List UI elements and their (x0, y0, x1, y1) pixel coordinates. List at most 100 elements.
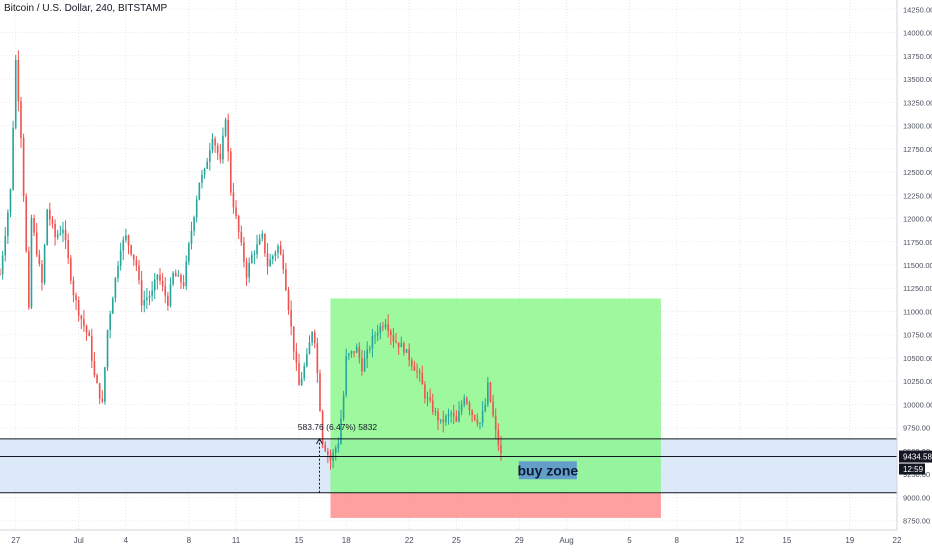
candle-body (101, 398, 104, 402)
candle-body (67, 240, 70, 259)
time-tick-label: 4 (124, 536, 129, 545)
candle-body (62, 229, 64, 234)
candle-body (229, 151, 232, 193)
candle-body (371, 335, 374, 349)
candle-body (243, 242, 245, 262)
candle-body (104, 367, 106, 402)
candle-body (405, 349, 408, 353)
candle-body (481, 410, 484, 423)
candle-body (266, 253, 269, 267)
candle-body (497, 429, 500, 446)
candle-body (445, 416, 447, 423)
candle-body (379, 326, 382, 333)
price-tick-label: 11750.00 (903, 238, 932, 247)
candle-body (439, 419, 442, 421)
candle-body (387, 324, 389, 332)
price-tick-label: 12500.00 (903, 168, 932, 177)
candle-body (117, 265, 119, 278)
candle-body (484, 404, 487, 411)
candle-body (135, 259, 138, 266)
candle-body (285, 269, 287, 291)
candle-body (250, 254, 253, 263)
candle-body (311, 332, 313, 343)
candle-body (25, 196, 28, 252)
time-axis: 27 Jul 4 8 11 15 18 22 25 29 Aug 5 8 12 15 19 22 (0, 529, 932, 550)
candle-body (408, 349, 410, 361)
candle-body (195, 199, 198, 218)
countdown-tag (899, 463, 925, 475)
price-tick-label: 12750.00 (903, 145, 932, 154)
price-tick-label: 10750.00 (903, 331, 932, 340)
time-axis-bg (0, 530, 932, 550)
candle-body (17, 59, 20, 102)
candle-body (56, 234, 59, 238)
time-tick-label: 15 (782, 536, 791, 545)
candle-body (397, 342, 400, 348)
candle-body (198, 182, 201, 200)
candle-body (156, 274, 159, 280)
stop-box (330, 492, 661, 518)
candle-body (182, 282, 185, 286)
candle-body (376, 332, 379, 336)
candle-body (248, 262, 250, 278)
candle-body (235, 207, 237, 217)
candle-body (85, 325, 88, 333)
candle-body (54, 223, 56, 238)
candle-body (140, 280, 143, 306)
candle-body (159, 274, 161, 281)
time-tick-label: 5 (627, 536, 632, 545)
candle-body (122, 239, 125, 251)
candle-body (98, 383, 101, 399)
price-tick-label: 9000.00 (903, 493, 930, 502)
candle-body (201, 174, 203, 183)
candle-body (471, 410, 473, 416)
candle-body (321, 411, 324, 445)
candle-body (49, 209, 51, 220)
candle-body (476, 419, 479, 424)
candle-body (494, 415, 497, 430)
candle-body (290, 310, 292, 327)
candle-body (111, 298, 114, 314)
candle-body (392, 335, 395, 342)
candle-body (253, 254, 256, 256)
candle-body (222, 135, 224, 160)
candle-body (410, 360, 413, 366)
candle-body (232, 192, 235, 208)
candle-body (119, 250, 122, 266)
buy-zone-label: buy zone (518, 462, 579, 478)
candle-body (463, 398, 466, 405)
candle-body (80, 315, 83, 319)
candle-body (473, 415, 476, 420)
candle-body (7, 212, 9, 236)
candle-body (151, 290, 153, 296)
candle-body (431, 400, 434, 412)
price-tick-label: 9750.00 (903, 424, 930, 433)
candle-body (413, 365, 416, 371)
time-tick-label: 8 (674, 536, 679, 545)
candle-body (188, 243, 190, 262)
candle-body (277, 245, 279, 253)
time-tick-label: Aug (559, 536, 573, 545)
candle-body (306, 354, 308, 367)
measure-arrowhead (316, 437, 323, 445)
candle-body (127, 235, 130, 246)
candle-body (452, 413, 455, 417)
candle-body (303, 366, 306, 379)
candle-body (77, 300, 80, 316)
price-tick-label: 10500.00 (903, 354, 932, 363)
candle-body (489, 382, 492, 402)
candle-body (211, 138, 214, 151)
candle-body (369, 348, 371, 350)
last-price-label: 9434.58 (903, 453, 932, 462)
candle-body (395, 341, 397, 343)
price-tick-label: 13750.00 (903, 52, 932, 61)
candle-body (51, 219, 54, 224)
price-tick-label: 13500.00 (903, 75, 932, 84)
candle-body (138, 265, 140, 281)
candle-body (389, 331, 392, 336)
candle-body (316, 343, 319, 374)
candle-body (400, 343, 403, 348)
price-tick-label: 14000.00 (903, 29, 932, 38)
